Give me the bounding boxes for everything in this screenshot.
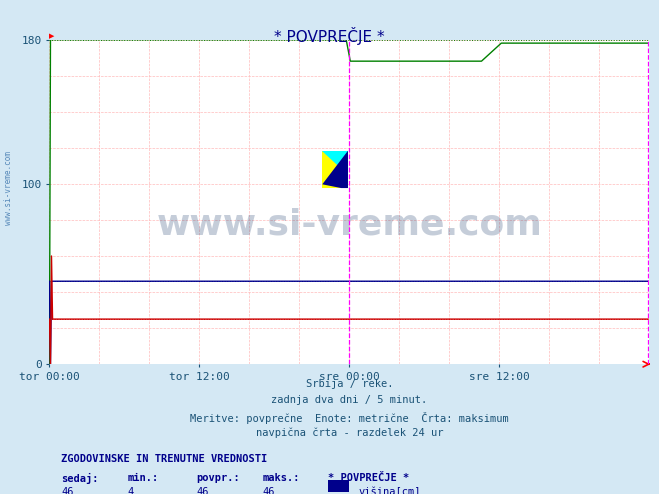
- Polygon shape: [322, 151, 348, 175]
- Text: zadnja dva dni / 5 minut.: zadnja dva dni / 5 minut.: [271, 395, 428, 406]
- Text: Srbija / reke.: Srbija / reke.: [306, 379, 393, 389]
- Polygon shape: [322, 151, 348, 188]
- Text: min.:: min.:: [127, 473, 159, 483]
- Text: 4: 4: [127, 487, 134, 494]
- Text: 46: 46: [196, 487, 209, 494]
- Text: sedaj:: sedaj:: [61, 473, 99, 484]
- Text: 46: 46: [262, 487, 275, 494]
- Text: povpr.:: povpr.:: [196, 473, 240, 483]
- Text: * POVPREČJE *: * POVPREČJE *: [274, 27, 385, 45]
- Text: višina[cm]: višina[cm]: [358, 487, 420, 494]
- Text: * POVPREČJE *: * POVPREČJE *: [328, 473, 409, 483]
- Text: Meritve: povprečne  Enote: metrične  Črta: maksimum: Meritve: povprečne Enote: metrične Črta:…: [190, 412, 509, 424]
- Text: maks.:: maks.:: [262, 473, 300, 483]
- Bar: [322, 151, 347, 188]
- Text: ▶: ▶: [49, 33, 55, 39]
- Text: www.si-vreme.com: www.si-vreme.com: [4, 151, 13, 225]
- Bar: [328, 480, 349, 492]
- Text: 46: 46: [61, 487, 74, 494]
- Text: navpična črta - razdelek 24 ur: navpična črta - razdelek 24 ur: [256, 428, 443, 438]
- Text: ZGODOVINSKE IN TRENUTNE VREDNOSTI: ZGODOVINSKE IN TRENUTNE VREDNOSTI: [61, 454, 268, 464]
- Text: www.si-vreme.com: www.si-vreme.com: [156, 207, 542, 242]
